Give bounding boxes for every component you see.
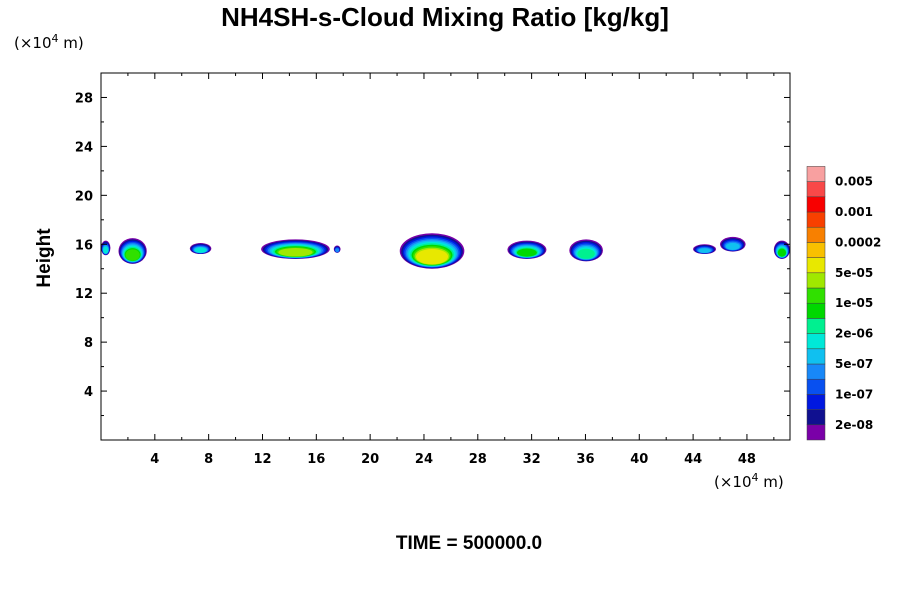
y-tick-label: 12	[75, 287, 93, 302]
colorbar-swatch	[806, 318, 826, 334]
x-tick-label: 16	[307, 452, 325, 467]
colorbar-swatch	[806, 363, 826, 380]
y-axis-unit: (×104 m)	[14, 32, 84, 52]
x-tick-label: 36	[576, 452, 594, 467]
cloud-contour	[261, 239, 330, 259]
cloud-contour	[118, 238, 147, 264]
x-tick-label: 20	[361, 452, 379, 467]
x-tick-label: 28	[469, 452, 487, 467]
cloud-contour	[720, 236, 746, 252]
contour-level	[725, 242, 740, 250]
x-tick-label: 44	[684, 452, 702, 467]
contour-level	[125, 249, 140, 261]
y-axis-label: Height	[34, 228, 55, 288]
chart-title: NH4SH-s-Cloud Mixing Ratio [kg/kg]	[221, 2, 669, 32]
x-tick-label: 12	[253, 452, 271, 467]
contour-level	[577, 248, 595, 259]
y-tick-label: 28	[75, 91, 93, 106]
time-label: TIME = 500000.0	[396, 533, 542, 554]
contour-level	[698, 248, 711, 253]
cloud-contour	[693, 244, 716, 255]
x-tick-label: 24	[415, 452, 433, 467]
colorbar-swatch	[806, 196, 826, 213]
colorbar-swatch	[806, 242, 826, 258]
cloud-contour	[333, 245, 341, 253]
colorbar-label: 1e-07	[835, 387, 873, 401]
colorbar-swatch	[806, 333, 826, 350]
y-tick-label: 8	[84, 336, 93, 351]
plot-frame	[100, 72, 791, 441]
colorbar-label: 2e-06	[835, 327, 873, 341]
colorbar-swatch	[806, 272, 826, 289]
contour-level	[194, 247, 207, 253]
colorbar-label: 0.0002	[835, 235, 881, 249]
cloud-contour	[189, 243, 212, 255]
y-tick-label: 4	[84, 385, 93, 400]
cloud-contour	[399, 233, 465, 269]
y-tick-label: 20	[75, 189, 93, 204]
colorbar-swatch	[806, 166, 826, 182]
colorbar-label: 5e-05	[835, 266, 873, 280]
x-axis-unit: (×104 m)	[714, 471, 784, 491]
contour-level	[516, 248, 537, 257]
contour-level	[335, 248, 340, 253]
x-axis: 4 8 12 16 20 24 28 32 36 40 44 48	[127, 73, 775, 467]
y-tick-label: 24	[75, 140, 93, 155]
colorbar-swatch	[806, 257, 826, 274]
colorbar-label: 0.001	[835, 205, 873, 219]
x-tick-label: 32	[523, 452, 541, 467]
colorbar-swatch	[806, 211, 826, 228]
cloud-contour	[569, 239, 603, 262]
cloud-contours	[101, 233, 790, 269]
colorbar-swatch	[806, 226, 826, 243]
x-tick-label: 40	[630, 452, 648, 467]
x-tick-label: 4	[150, 452, 159, 467]
x-tick-label: 8	[204, 452, 213, 467]
colorbar-swatch	[806, 348, 826, 365]
colorbar-label: 1e-05	[835, 296, 873, 310]
colorbar-label: 5e-07	[835, 357, 873, 371]
contour-level	[416, 249, 449, 265]
colorbar-swatch	[806, 424, 826, 441]
colorbar-swatch	[806, 409, 826, 426]
contour-level	[777, 248, 787, 257]
y-axis: 4 8 12 16 20 24 28	[75, 91, 790, 417]
contour-level	[103, 246, 109, 254]
colorbar-swatch	[806, 287, 826, 304]
cloud-contour	[773, 240, 790, 259]
cloud-contour	[101, 240, 111, 256]
x-tick-label: 48	[738, 452, 756, 467]
colorbar-label: 0.005	[835, 175, 873, 189]
colorbar-legend: 2e-08 1e-07 5e-07 2e-06 1e-05 5e-05 0.0002 0.00…	[806, 166, 881, 441]
contour-level	[278, 248, 313, 257]
colorbar-swatch	[806, 181, 826, 198]
colorbar-swatch	[806, 302, 826, 319]
colorbar-label: 2e-08	[835, 418, 873, 432]
y-tick-label: 16	[75, 238, 93, 253]
colorbar-swatch	[806, 394, 826, 410]
cloud-contour	[507, 240, 547, 259]
colorbar-swatch	[806, 378, 826, 395]
